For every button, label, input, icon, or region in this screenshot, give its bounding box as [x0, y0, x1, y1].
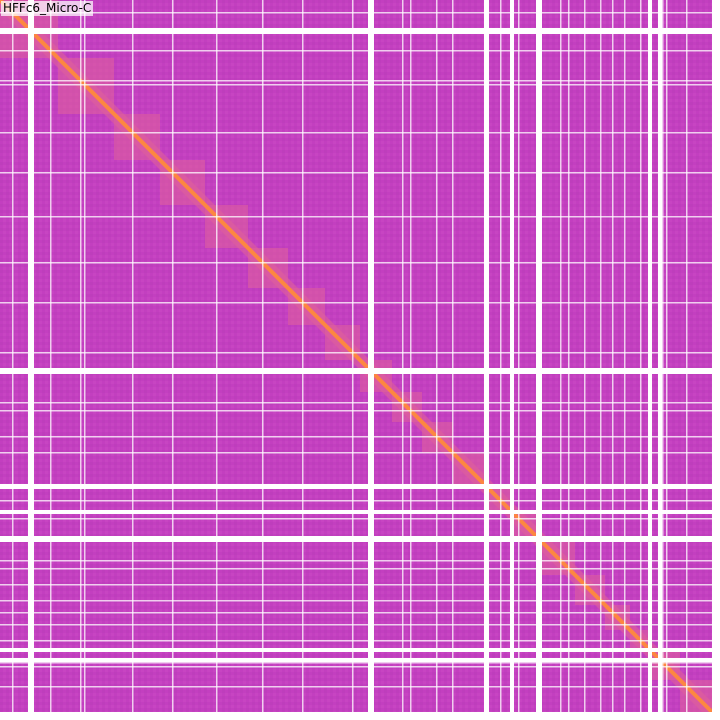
gap-line-vertical: [410, 0, 412, 720]
gap-line-horizontal: [0, 624, 720, 626]
gap-line-horizontal: [0, 436, 720, 438]
gap-band-horizontal: [0, 536, 720, 542]
gap-line-vertical: [50, 0, 52, 720]
gap-band-vertical: [510, 0, 514, 720]
gap-band-vertical: [484, 0, 489, 720]
gap-band-horizontal: [0, 712, 720, 716]
gap-line-horizontal: [0, 612, 720, 614]
gap-line-vertical: [662, 0, 664, 720]
gap-line-vertical: [612, 0, 614, 720]
gap-line-vertical: [84, 0, 86, 720]
gap-line-vertical: [12, 0, 14, 720]
gap-line-horizontal: [0, 12, 720, 14]
gap-line-horizontal: [0, 172, 720, 174]
gap-line-vertical: [402, 0, 404, 720]
gap-line-vertical: [80, 0, 82, 720]
gap-band-vertical: [368, 0, 374, 720]
track-label: HFFc6_Micro-C: [1, 1, 94, 16]
gap-line-horizontal: [0, 518, 720, 520]
gap-line-horizontal: [0, 452, 720, 454]
gap-line-horizontal: [0, 262, 720, 264]
gap-line-vertical: [216, 0, 218, 720]
gap-line-horizontal: [0, 640, 720, 642]
gap-band-horizontal: [0, 510, 720, 514]
gap-line-vertical: [560, 0, 562, 720]
gap-line-horizontal: [0, 666, 720, 668]
gap-line-vertical: [568, 0, 570, 720]
gap-band-horizontal: [0, 368, 720, 374]
frame-bottom: [0, 716, 720, 720]
gap-band-vertical: [658, 0, 662, 720]
gap-line-horizontal: [0, 80, 720, 82]
gap-line-vertical: [584, 0, 586, 720]
gap-line-horizontal: [0, 686, 720, 688]
gap-line-vertical: [352, 0, 354, 720]
gap-line-horizontal: [0, 662, 720, 664]
gap-line-vertical: [262, 0, 264, 720]
gap-line-horizontal: [0, 568, 720, 570]
gap-line-horizontal: [0, 84, 720, 86]
gap-band-vertical: [648, 0, 652, 720]
gap-line-vertical: [500, 0, 502, 720]
gap-line-horizontal: [0, 410, 720, 412]
gap-line-horizontal: [0, 50, 720, 52]
gap-line-vertical: [640, 0, 642, 720]
gap-line-horizontal: [0, 352, 720, 354]
gap-line-horizontal: [0, 216, 720, 218]
frame-right: [716, 0, 720, 720]
gap-band-vertical: [712, 0, 716, 720]
gap-band-horizontal: [0, 484, 720, 489]
gap-line-horizontal: [0, 302, 720, 304]
gap-line-vertical: [132, 0, 134, 720]
gap-band-horizontal: [0, 28, 720, 34]
gap-line-horizontal: [0, 132, 720, 134]
gap-line-vertical: [302, 0, 304, 720]
gap-line-vertical: [452, 0, 454, 720]
gap-line-vertical: [686, 0, 688, 720]
gap-line-horizontal: [0, 500, 720, 502]
gap-line-vertical: [518, 0, 520, 720]
gap-band-vertical: [536, 0, 542, 720]
gap-line-horizontal: [0, 584, 720, 586]
gap-band-horizontal: [0, 658, 720, 662]
gap-line-vertical: [666, 0, 668, 720]
gap-line-horizontal: [0, 560, 720, 562]
gap-line-horizontal: [0, 600, 720, 602]
gap-band-horizontal: [0, 648, 720, 652]
gap-band-vertical: [28, 0, 34, 720]
gap-line-vertical: [172, 0, 174, 720]
gap-line-vertical: [436, 0, 438, 720]
gap-line-vertical: [600, 0, 602, 720]
gap-line-horizontal: [0, 402, 720, 404]
gap-line-vertical: [624, 0, 626, 720]
